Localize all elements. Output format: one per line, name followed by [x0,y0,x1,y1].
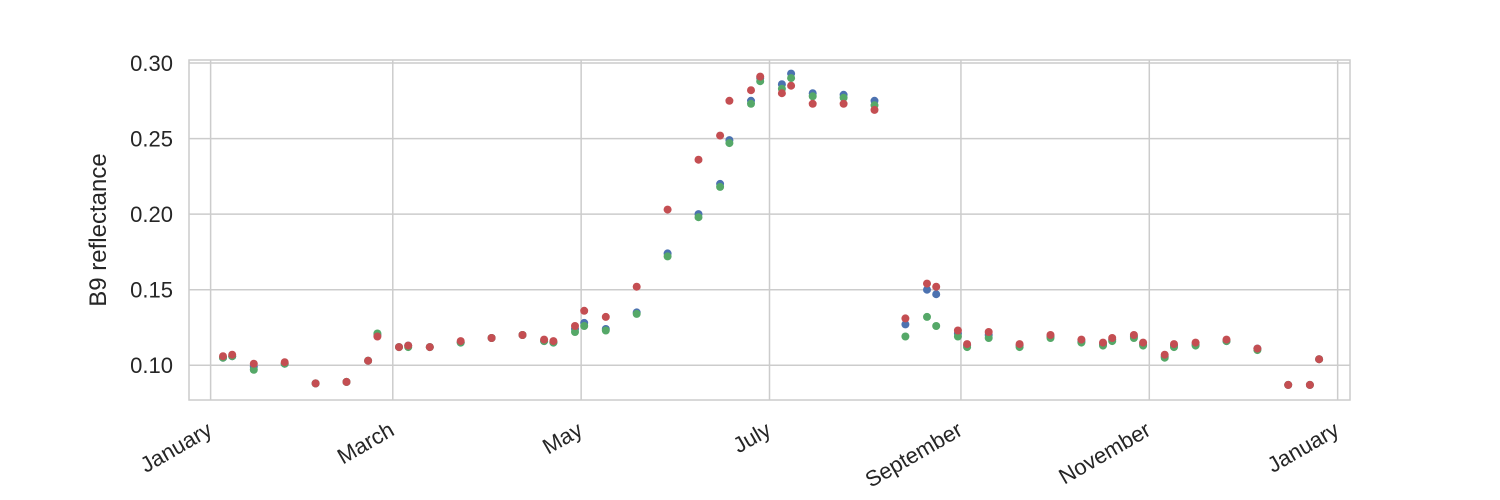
data-point-series-3 [540,335,549,344]
data-point-series-3 [716,131,725,140]
data-point-series-3 [901,314,910,323]
data-point-series-2 [787,74,796,83]
data-point-series-2 [923,312,931,321]
y-tick-label: 0.20 [130,202,173,227]
data-point-series-2 [953,332,962,341]
data-point-series-2 [901,332,910,341]
data-point-series-2 [571,328,579,336]
data-point-series-3 [870,105,879,114]
data-point-series-3 [984,328,993,336]
data-point-series-3 [1108,334,1117,342]
data-point-series-3 [756,72,765,81]
data-point-series-3 [1099,338,1107,347]
data-point-series-3 [663,205,672,214]
data-point-series-3 [747,86,755,95]
data-point-series-3 [395,343,403,352]
data-point-series-3 [219,352,227,361]
data-point-series-3 [571,322,579,330]
data-point-series-3 [425,343,434,352]
data-point-series-3 [1015,340,1024,349]
data-point-series-3 [777,89,786,98]
data-point-series-2 [716,182,725,191]
data-point-series-3 [601,312,610,321]
data-point-series-2 [663,252,672,261]
data-point-series-3 [580,306,589,315]
data-point-series-3 [311,379,320,388]
data-point-series-3 [839,99,848,108]
data-point-series-1 [901,320,910,329]
data-point-series-3 [456,337,465,346]
data-point-series-2 [932,322,941,330]
data-point-series-3 [1139,338,1148,347]
data-point-series-3 [518,331,527,339]
grid [189,60,1350,400]
data-point-series-2 [632,309,641,318]
y-tick-label: 0.15 [130,278,173,303]
y-tick-label: 0.25 [130,127,173,152]
data-point-series-2 [249,365,258,374]
data-point-series-1 [932,290,941,299]
data-point-series-3 [1077,335,1086,344]
data-point-series-3 [1315,355,1324,364]
data-point-series-3 [373,332,382,341]
data-point-series-3 [342,377,351,386]
data-point-series-3 [932,282,941,291]
data-point-series-2 [839,93,848,102]
data-point-series-3 [787,81,796,90]
data-point-series-2 [808,92,817,101]
data-point-series-3 [1191,338,1200,347]
data-point-series-3 [1222,335,1231,344]
data-point-series-3 [808,99,817,108]
data-point-series-3 [549,337,558,346]
data-point-series-3 [1305,380,1314,389]
data-point-series-3 [487,334,496,342]
data-point-series-3 [1129,331,1138,339]
data-point-series-3 [1170,340,1178,349]
data-point-series-3 [1160,350,1169,359]
data-points [219,69,1324,389]
data-point-series-3 [249,359,258,368]
data-point-series-2 [725,139,734,148]
data-point-series-2 [747,99,755,108]
data-point-series-3 [725,96,734,105]
data-point-series-3 [1253,344,1262,353]
data-point-series-3 [923,279,931,288]
data-point-series-3 [280,358,289,367]
data-point-series-3 [404,341,413,350]
data-point-series-1 [923,285,931,294]
data-point-series-2 [601,326,610,335]
data-point-series-2 [694,213,703,222]
data-point-series-3 [364,356,373,365]
data-point-series-2 [580,322,589,330]
y-tick-label: 0.10 [130,353,173,378]
y-tick-label: 0.30 [130,51,173,76]
y-axis-label: B9 reflectance [85,153,112,306]
data-point-series-3 [1046,331,1055,339]
data-point-series-2 [984,334,993,342]
data-point-series-3 [963,340,972,349]
data-point-series-3 [694,155,703,164]
data-point-series-3 [1284,380,1293,389]
data-point-series-3 [228,350,237,359]
data-point-series-3 [953,326,962,335]
data-point-series-3 [632,282,641,291]
